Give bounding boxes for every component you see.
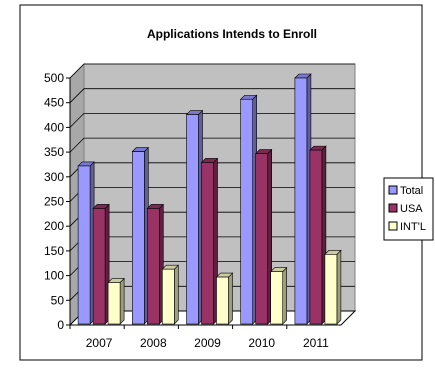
y-tick-label: 250 — [44, 195, 64, 209]
y-tick-label: 350 — [44, 145, 64, 159]
bar-1 — [147, 208, 160, 325]
plot-area: 0 50 100 150 200 250 300 350 400 450 500 2007 2008 20… — [44, 62, 357, 350]
legend-swatch — [388, 203, 398, 213]
x-tick-label: 2008 — [140, 336, 167, 350]
y-tick-label: 300 — [44, 170, 64, 184]
legend-label: Total — [400, 185, 423, 197]
legend-swatch — [388, 185, 398, 195]
bar-side-2 — [174, 264, 179, 325]
bar-2 — [324, 254, 338, 325]
bar-side-2 — [282, 266, 288, 325]
bar-side-2 — [228, 272, 233, 325]
bar-2 — [216, 276, 229, 325]
y-tick-label: 0 — [57, 318, 64, 332]
bar-1 — [201, 162, 214, 325]
gridline — [69, 63, 355, 79]
legend-swatch — [388, 221, 398, 231]
x-tick-label: 2007 — [86, 336, 113, 350]
bar-1 — [255, 153, 268, 325]
y-tick-label: 150 — [44, 244, 64, 258]
y-tick-label: 100 — [44, 269, 64, 283]
bar-side-2 — [336, 249, 342, 325]
x-tick-label: 2011 — [303, 336, 329, 350]
bar-1 — [309, 149, 323, 325]
bar-0 — [77, 165, 91, 325]
x-tick-label: 2009 — [194, 336, 221, 350]
gridline — [69, 113, 355, 128]
y-tick-label: 50 — [51, 293, 65, 307]
bar-2 — [107, 282, 121, 325]
y-tick-label: 450 — [44, 96, 64, 110]
bar-0 — [186, 114, 199, 325]
bar-0 — [294, 77, 308, 325]
bar-0 — [240, 98, 253, 325]
y-tick-label: 500 — [44, 71, 64, 85]
bar-2 — [162, 268, 175, 325]
legend-label: USA — [400, 203, 423, 215]
bar-2 — [270, 271, 284, 325]
bar-side-2 — [119, 277, 125, 325]
y-tick-label: 400 — [44, 120, 64, 134]
legend-label: INT'L — [400, 221, 426, 233]
bar-0 — [132, 151, 145, 325]
bar-1 — [92, 208, 106, 325]
gridline — [69, 137, 355, 153]
gridline — [69, 88, 355, 103]
legend: Total USA INT'L — [383, 177, 434, 241]
chart-title: Applications Intends to Enroll — [147, 27, 317, 41]
y-tick-label: 200 — [44, 219, 64, 233]
x-tick-label: 2010 — [248, 336, 275, 350]
